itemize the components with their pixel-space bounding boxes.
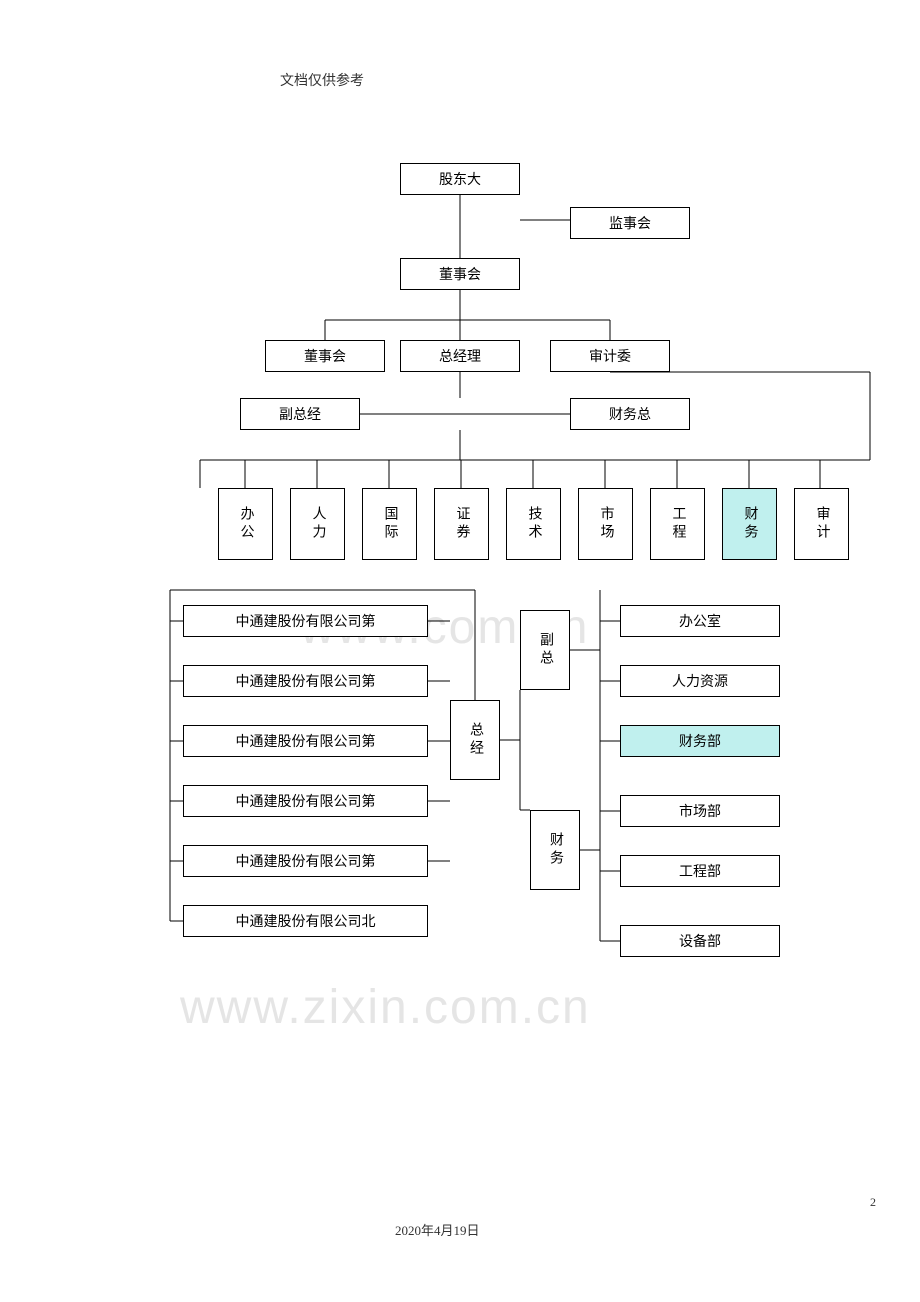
org-box-n6: 审计委 [550,340,670,372]
org-box-r4: 市场部 [620,795,780,827]
org-box-d4: 证券 [434,488,489,560]
org-box-s1: 中通建股份有限公司第 [183,605,428,637]
org-box-n8: 财务总 [570,398,690,430]
org-box-n2: 监事会 [570,207,690,239]
org-box-d2: 人力 [290,488,345,560]
org-box-n4: 董事会 [265,340,385,372]
org-box-n7: 副总经 [240,398,360,430]
org-box-s6: 中通建股份有限公司北 [183,905,428,937]
org-box-n3: 董事会 [400,258,520,290]
org-box-d8: 财务 [722,488,777,560]
org-box-d5: 技术 [506,488,561,560]
org-box-s3: 中通建股份有限公司第 [183,725,428,757]
org-box-s2: 中通建股份有限公司第 [183,665,428,697]
org-box-n1: 股东大 [400,163,520,195]
org-box-r1: 办公室 [620,605,780,637]
org-box-d3: 国际 [362,488,417,560]
org-box-r5: 工程部 [620,855,780,887]
watermark-bottom: www.zixin.com.cn [180,980,591,1035]
org-box-d6: 市场 [578,488,633,560]
footer-date: 2020年4月19日 [395,1220,480,1239]
org-box-r6: 设备部 [620,925,780,957]
org-box-r3: 财务部 [620,725,780,757]
org-box-s4: 中通建股份有限公司第 [183,785,428,817]
connector-lines [0,0,920,1302]
org-box-r2: 人力资源 [620,665,780,697]
org-box-c3: 财务 [530,810,580,890]
org-box-n5: 总经理 [400,340,520,372]
org-box-d9: 审计 [794,488,849,560]
org-box-c1: 总经 [450,700,500,780]
org-box-s5: 中通建股份有限公司第 [183,845,428,877]
page-header: 文档仅供参考 [280,70,364,90]
org-box-d1: 办公 [218,488,273,560]
page-number: 2 [870,1195,876,1210]
org-box-c2: 副总 [520,610,570,690]
org-box-d7: 工程 [650,488,705,560]
page: 文档仅供参考 www.com.cn www.zixin.com.cn 股东大监事… [0,0,920,1302]
